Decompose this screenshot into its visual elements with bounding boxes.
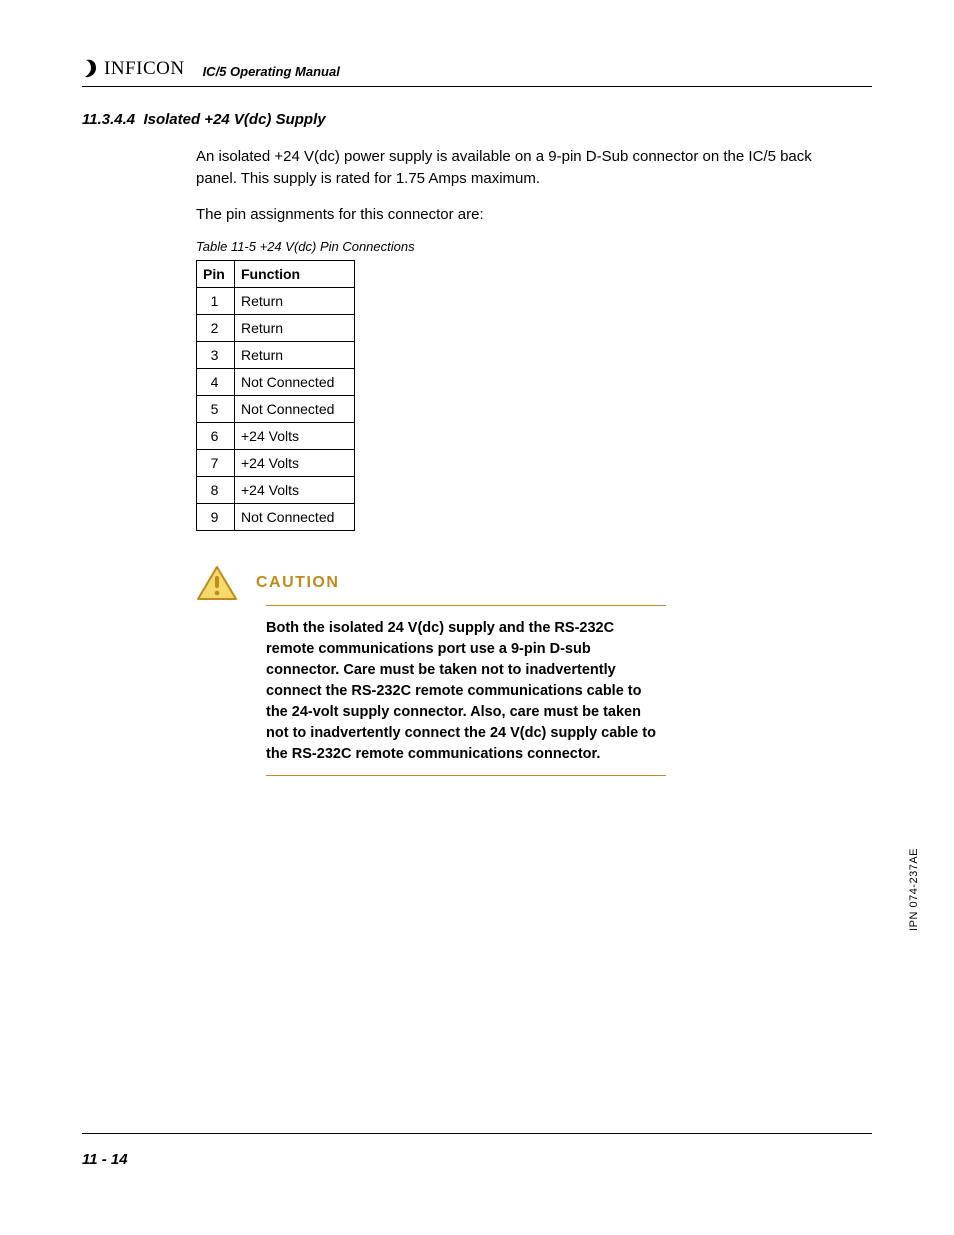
- col-header-pin: Pin: [197, 261, 235, 288]
- side-ipn-code: IPN 074-237AE: [908, 848, 920, 931]
- cell-func: Not Connected: [235, 396, 355, 423]
- pin-connections-table: Pin Function 1Return 2Return 3Return 4No…: [196, 260, 355, 531]
- caution-rule-bottom: [266, 775, 666, 776]
- table-row: 4Not Connected: [197, 369, 355, 396]
- cell-func: +24 Volts: [235, 423, 355, 450]
- table-row: 2Return: [197, 315, 355, 342]
- doc-title: IC/5 Operating Manual: [203, 64, 340, 80]
- cell-func: +24 Volts: [235, 450, 355, 477]
- cell-pin: 3: [197, 342, 235, 369]
- page: INFICON IC/5 Operating Manual 11.3.4.4 I…: [82, 58, 872, 1178]
- cell-func: Not Connected: [235, 369, 355, 396]
- table-caption: Table 11-5 +24 V(dc) Pin Connections: [196, 239, 816, 254]
- table-row: 7+24 Volts: [197, 450, 355, 477]
- cell-pin: 5: [197, 396, 235, 423]
- inficon-logo-icon: [82, 59, 100, 79]
- cell-func: Return: [235, 288, 355, 315]
- caution-text: Both the isolated 24 V(dc) supply and th…: [266, 618, 666, 765]
- page-header: INFICON IC/5 Operating Manual: [82, 58, 872, 87]
- caution-rule-top: [266, 605, 666, 606]
- caution-block: CAUTION Both the isolated 24 V(dc) suppl…: [196, 565, 756, 776]
- cell-pin: 2: [197, 315, 235, 342]
- paragraph-1: An isolated +24 V(dc) power supply is av…: [196, 146, 816, 190]
- section-number: 11.3.4.4: [82, 111, 135, 128]
- caution-header: CAUTION: [196, 565, 756, 601]
- table-row: 8+24 Volts: [197, 477, 355, 504]
- cell-pin: 8: [197, 477, 235, 504]
- table-row: 3Return: [197, 342, 355, 369]
- cell-pin: 7: [197, 450, 235, 477]
- cell-pin: 4: [197, 369, 235, 396]
- cell-pin: 1: [197, 288, 235, 315]
- table-row: 5Not Connected: [197, 396, 355, 423]
- page-number: 11 - 14: [82, 1151, 128, 1168]
- body-block: An isolated +24 V(dc) power supply is av…: [196, 146, 816, 531]
- cell-func: Return: [235, 342, 355, 369]
- footer-rule: [82, 1133, 872, 1134]
- caution-title: CAUTION: [256, 574, 339, 592]
- brand-logo: INFICON: [82, 58, 185, 80]
- caution-triangle-icon: [196, 565, 238, 601]
- cell-func: +24 Volts: [235, 477, 355, 504]
- section-heading: 11.3.4.4 Isolated +24 V(dc) Supply: [82, 111, 872, 128]
- cell-pin: 6: [197, 423, 235, 450]
- table-header-row: Pin Function: [197, 261, 355, 288]
- table-row: 1Return: [197, 288, 355, 315]
- cell-func: Not Connected: [235, 504, 355, 531]
- cell-func: Return: [235, 315, 355, 342]
- table-row: 9Not Connected: [197, 504, 355, 531]
- section-title: Isolated +24 V(dc) Supply: [143, 111, 325, 128]
- col-header-function: Function: [235, 261, 355, 288]
- table-row: 6+24 Volts: [197, 423, 355, 450]
- paragraph-2: The pin assignments for this connector a…: [196, 204, 816, 226]
- brand-name: INFICON: [104, 58, 185, 80]
- cell-pin: 9: [197, 504, 235, 531]
